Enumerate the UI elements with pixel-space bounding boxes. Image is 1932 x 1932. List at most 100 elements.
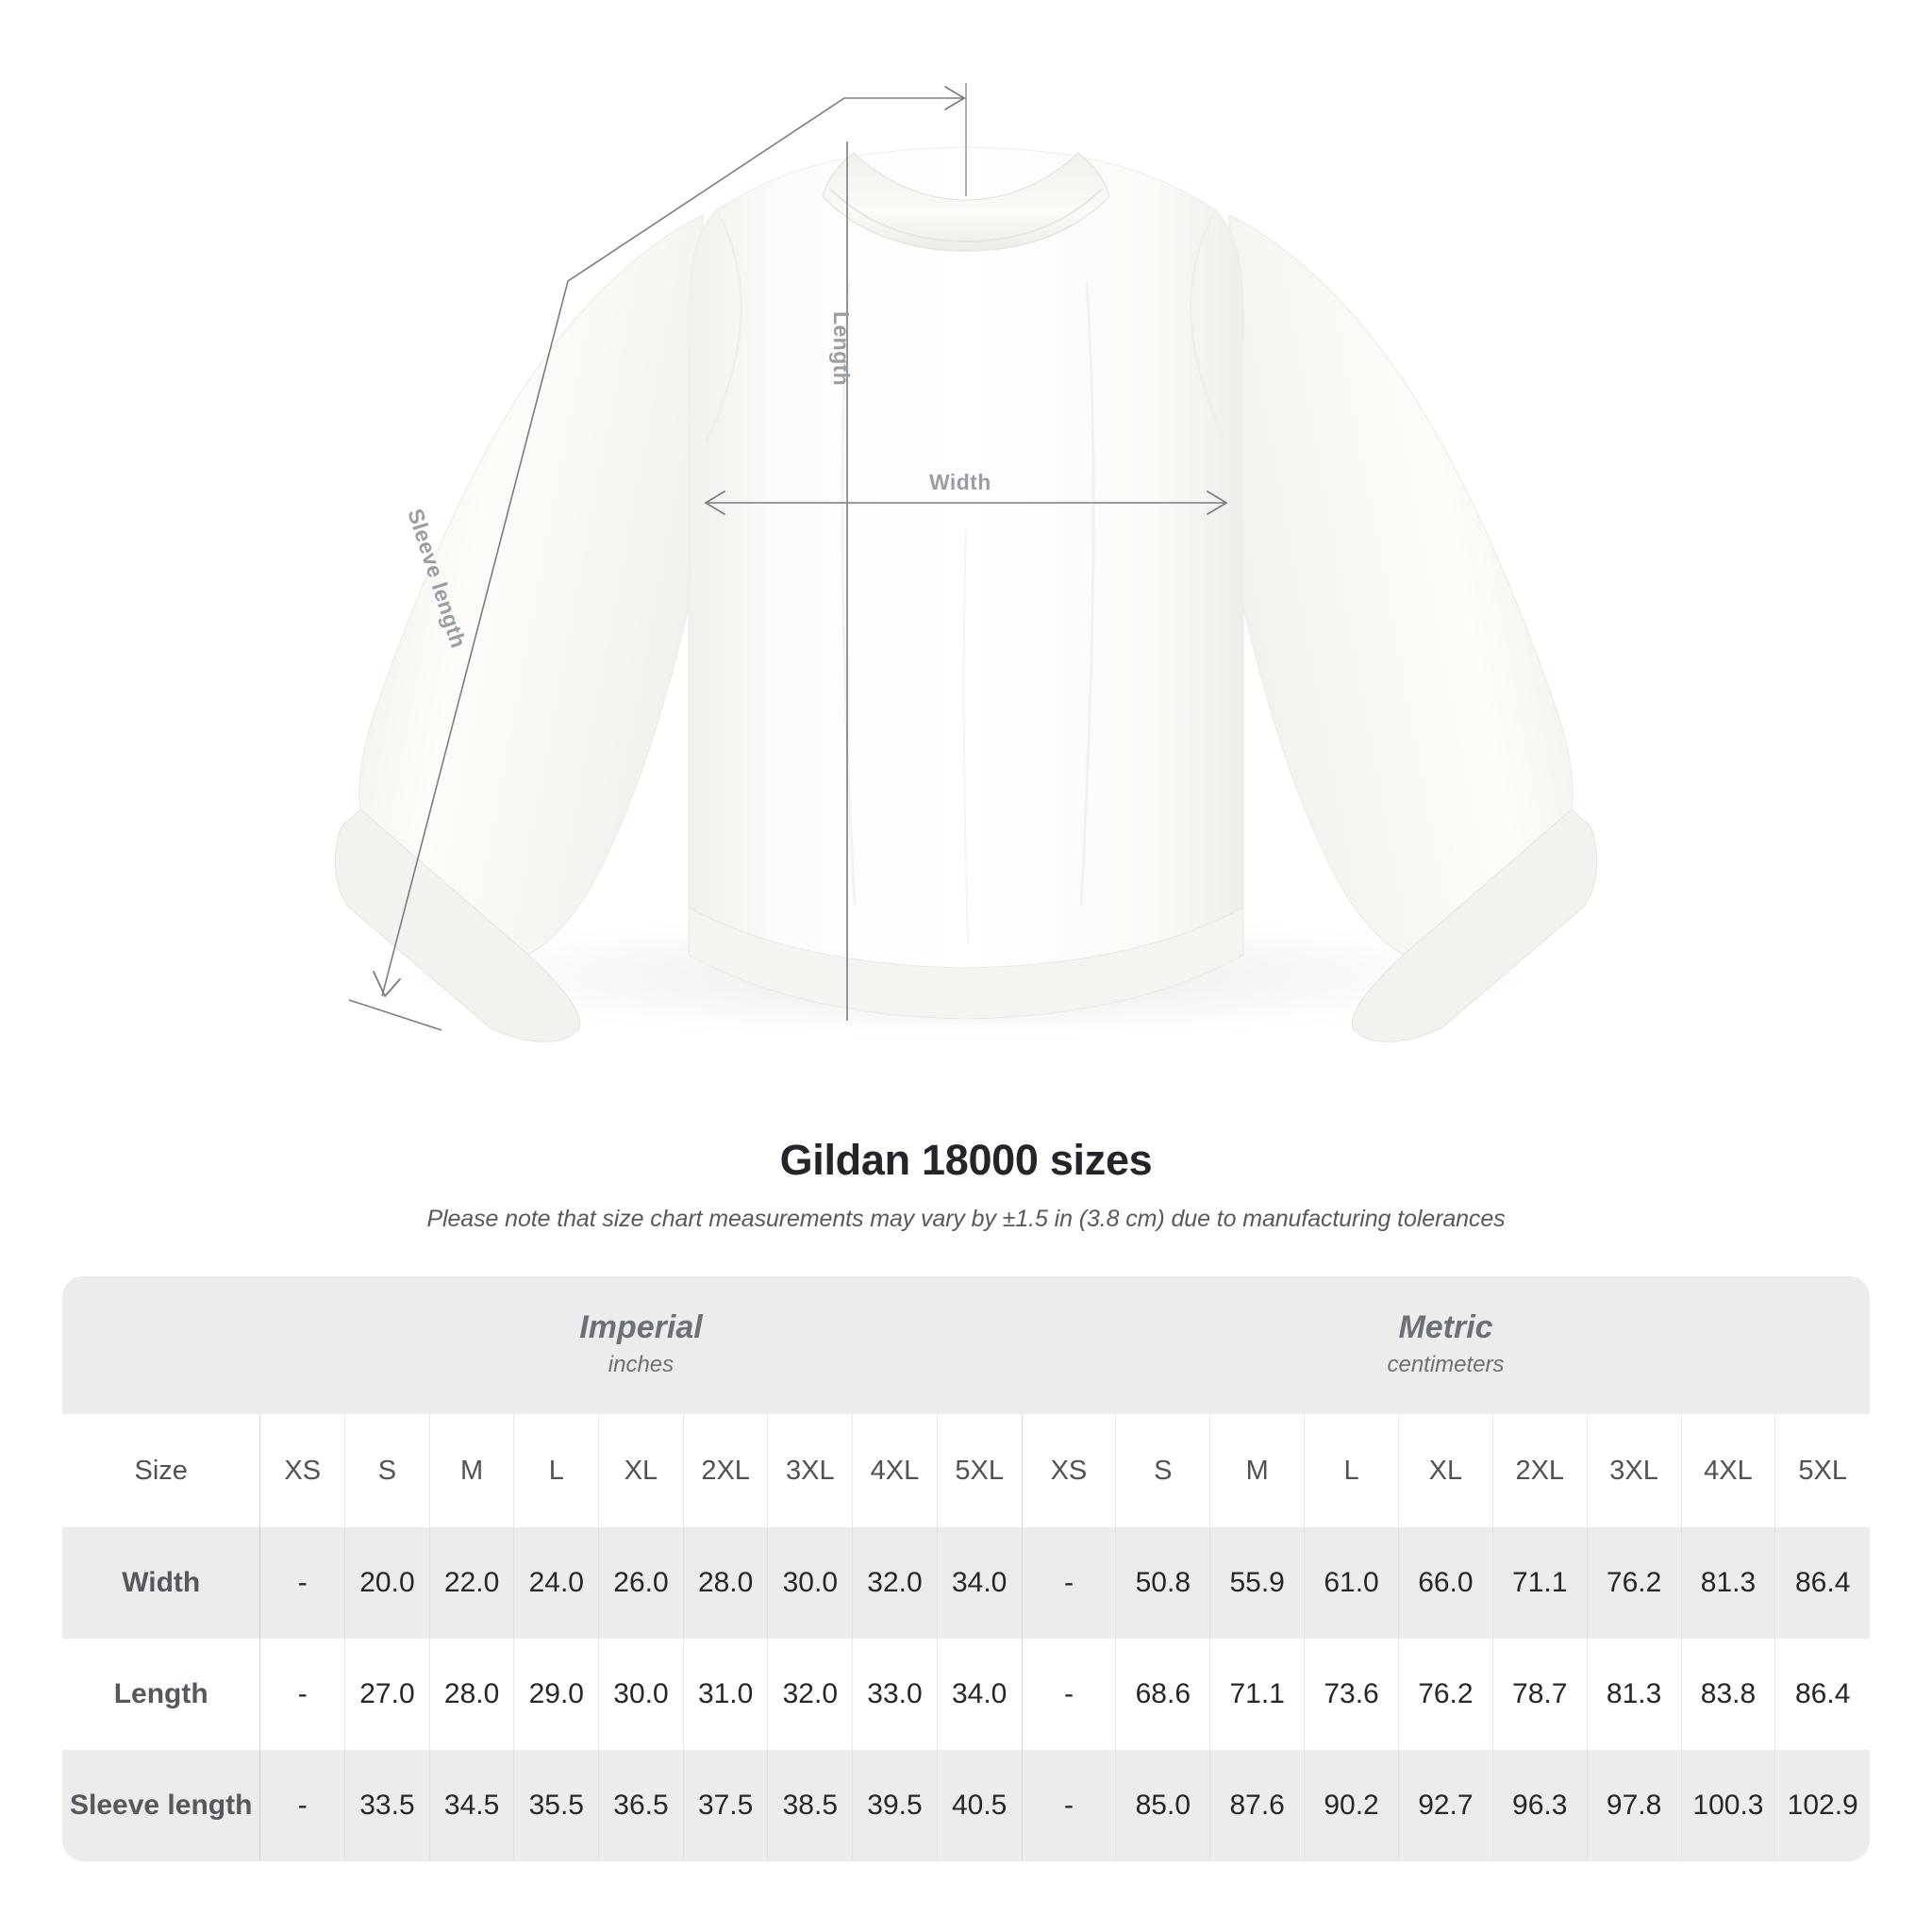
sweatshirt-illustration bbox=[334, 83, 1598, 1042]
cell-length-metric-s: 68.6 bbox=[1115, 1639, 1211, 1750]
unit-banner-imperial: Imperial inches bbox=[259, 1276, 1023, 1414]
cell-width-metric-l: 61.0 bbox=[1304, 1527, 1399, 1639]
cell-sleeve-metric-xl: 92.7 bbox=[1398, 1750, 1493, 1861]
cell-length-imperial-m: 28.0 bbox=[429, 1639, 515, 1750]
cell-length-metric-5xl: 86.4 bbox=[1774, 1639, 1870, 1750]
cell-sleeve-imperial-3xl: 38.5 bbox=[767, 1750, 854, 1861]
cell-width-imperial-3xl: 30.0 bbox=[767, 1527, 854, 1639]
cell-sleeve-metric-2xl: 96.3 bbox=[1492, 1750, 1588, 1861]
size-header-metric-m: M bbox=[1209, 1414, 1306, 1527]
size-header-imperial-2xl: 2XL bbox=[683, 1414, 769, 1527]
cell-width-metric-4xl: 81.3 bbox=[1681, 1527, 1776, 1639]
size-header-label: Size bbox=[62, 1414, 261, 1527]
cell-width-metric-3xl: 76.2 bbox=[1587, 1527, 1682, 1639]
cell-length-metric-4xl: 83.8 bbox=[1681, 1639, 1776, 1750]
cell-length-metric-l: 73.6 bbox=[1304, 1639, 1399, 1750]
size-header-imperial-s: S bbox=[344, 1414, 430, 1527]
page-subtitle: Please note that size chart measurements… bbox=[426, 1206, 1506, 1232]
cell-sleeve-imperial-xs: - bbox=[259, 1750, 346, 1861]
cell-sleeve-metric-xs: - bbox=[1022, 1750, 1117, 1861]
size-header-metric-xl: XL bbox=[1398, 1414, 1493, 1527]
cell-length-imperial-s: 27.0 bbox=[344, 1639, 430, 1750]
cell-width-imperial-l: 24.0 bbox=[513, 1527, 600, 1639]
size-header-imperial-l: L bbox=[513, 1414, 600, 1527]
unit-name-imperial: Imperial bbox=[579, 1308, 703, 1345]
cell-length-metric-2xl: 78.7 bbox=[1492, 1639, 1588, 1750]
row-label-width: Width bbox=[62, 1527, 261, 1639]
sleeve-arrow-head-bottom bbox=[373, 971, 401, 997]
cell-length-metric-xl: 76.2 bbox=[1398, 1639, 1493, 1750]
cell-width-imperial-2xl: 28.0 bbox=[683, 1527, 769, 1639]
unit-sub-metric: centimeters bbox=[1387, 1352, 1505, 1378]
size-header-metric-4xl: 4XL bbox=[1681, 1414, 1776, 1527]
title-block: Gildan 18000 sizes Please note that size… bbox=[0, 1136, 1932, 1233]
row-label-length: Length bbox=[62, 1639, 261, 1750]
size-header-row: Size XS S M L XL 2XL 3XL 4XL 5XL XS S M … bbox=[62, 1414, 1870, 1527]
width-arrow-right bbox=[1207, 491, 1227, 515]
size-header-imperial-3xl: 3XL bbox=[767, 1414, 854, 1527]
cell-sleeve-metric-4xl: 100.3 bbox=[1681, 1750, 1776, 1861]
row-label-sleeve-length: Sleeve length bbox=[62, 1750, 261, 1861]
cell-width-imperial-s: 20.0 bbox=[344, 1527, 430, 1639]
cell-length-metric-m: 71.1 bbox=[1209, 1639, 1306, 1750]
cell-sleeve-metric-3xl: 97.8 bbox=[1587, 1750, 1682, 1861]
table-row: Sleeve length - 33.5 34.5 35.5 36.5 37.5… bbox=[62, 1750, 1870, 1861]
size-header-imperial-5xl: 5XL bbox=[937, 1414, 1023, 1527]
sleeve-arrow-head-top bbox=[944, 86, 965, 110]
cell-length-imperial-2xl: 31.0 bbox=[683, 1639, 769, 1750]
size-header-metric-3xl: 3XL bbox=[1587, 1414, 1682, 1527]
table-row: Width - 20.0 22.0 24.0 26.0 28.0 30.0 32… bbox=[62, 1527, 1870, 1639]
cell-width-imperial-5xl: 34.0 bbox=[937, 1527, 1023, 1639]
unit-name-metric: Metric bbox=[1398, 1308, 1493, 1345]
garment-diagram: Length Width Sleeve length bbox=[334, 83, 1598, 1042]
cell-length-metric-xs: - bbox=[1022, 1639, 1117, 1750]
cell-sleeve-imperial-5xl: 40.5 bbox=[937, 1750, 1023, 1861]
cell-length-imperial-xl: 30.0 bbox=[598, 1639, 684, 1750]
page-title: Gildan 18000 sizes bbox=[779, 1136, 1153, 1184]
size-header-metric-s: S bbox=[1115, 1414, 1211, 1527]
cell-length-imperial-xs: - bbox=[259, 1639, 346, 1750]
size-header-imperial-xs: XS bbox=[259, 1414, 346, 1527]
unit-banner-row: Imperial inches Metric centimeters bbox=[62, 1276, 1870, 1414]
sleeve-measure-line bbox=[381, 97, 966, 997]
cell-sleeve-imperial-xl: 36.5 bbox=[598, 1750, 684, 1861]
width-measure-label: Width bbox=[929, 470, 991, 494]
size-header-metric-l: L bbox=[1304, 1414, 1399, 1527]
cell-sleeve-imperial-2xl: 37.5 bbox=[683, 1750, 769, 1861]
cell-sleeve-imperial-s: 33.5 bbox=[344, 1750, 430, 1861]
cell-sleeve-imperial-4xl: 39.5 bbox=[852, 1750, 938, 1861]
length-measure-label: Length bbox=[829, 311, 854, 387]
cell-width-imperial-xs: - bbox=[259, 1527, 346, 1639]
cell-width-metric-s: 50.8 bbox=[1115, 1527, 1211, 1639]
size-table-container: Imperial inches Metric centimeters Size … bbox=[62, 1276, 1870, 1861]
width-arrow-left bbox=[705, 491, 725, 515]
unit-banner-spacer bbox=[62, 1276, 260, 1414]
cell-width-imperial-4xl: 32.0 bbox=[852, 1527, 938, 1639]
cell-sleeve-metric-s: 85.0 bbox=[1115, 1750, 1211, 1861]
cell-length-imperial-4xl: 33.0 bbox=[852, 1639, 938, 1750]
size-header-imperial-m: M bbox=[429, 1414, 515, 1527]
cell-length-imperial-5xl: 34.0 bbox=[937, 1639, 1023, 1750]
cell-width-metric-m: 55.9 bbox=[1209, 1527, 1306, 1639]
cell-sleeve-metric-5xl: 102.9 bbox=[1774, 1750, 1870, 1861]
cell-sleeve-imperial-m: 34.5 bbox=[429, 1750, 515, 1861]
cell-sleeve-metric-m: 87.6 bbox=[1209, 1750, 1306, 1861]
cell-width-metric-xs: - bbox=[1022, 1527, 1117, 1639]
size-header-imperial-4xl: 4XL bbox=[852, 1414, 938, 1527]
cell-width-imperial-xl: 26.0 bbox=[598, 1527, 684, 1639]
unit-sub-imperial: inches bbox=[608, 1352, 675, 1378]
cell-width-metric-5xl: 86.4 bbox=[1774, 1527, 1870, 1639]
cell-length-imperial-3xl: 32.0 bbox=[767, 1639, 854, 1750]
size-header-imperial-xl: XL bbox=[598, 1414, 684, 1527]
size-header-metric-2xl: 2XL bbox=[1492, 1414, 1588, 1527]
size-header-metric-5xl: 5XL bbox=[1774, 1414, 1870, 1527]
cell-sleeve-metric-l: 90.2 bbox=[1304, 1750, 1399, 1861]
cell-length-metric-3xl: 81.3 bbox=[1587, 1639, 1682, 1750]
table-row: Length - 27.0 28.0 29.0 30.0 31.0 32.0 3… bbox=[62, 1639, 1870, 1750]
cell-width-metric-xl: 66.0 bbox=[1398, 1527, 1493, 1639]
cell-length-imperial-l: 29.0 bbox=[513, 1639, 600, 1750]
cell-sleeve-imperial-l: 35.5 bbox=[513, 1750, 600, 1861]
size-chart-table: Imperial inches Metric centimeters Size … bbox=[62, 1276, 1870, 1861]
cell-width-imperial-m: 22.0 bbox=[429, 1527, 515, 1639]
